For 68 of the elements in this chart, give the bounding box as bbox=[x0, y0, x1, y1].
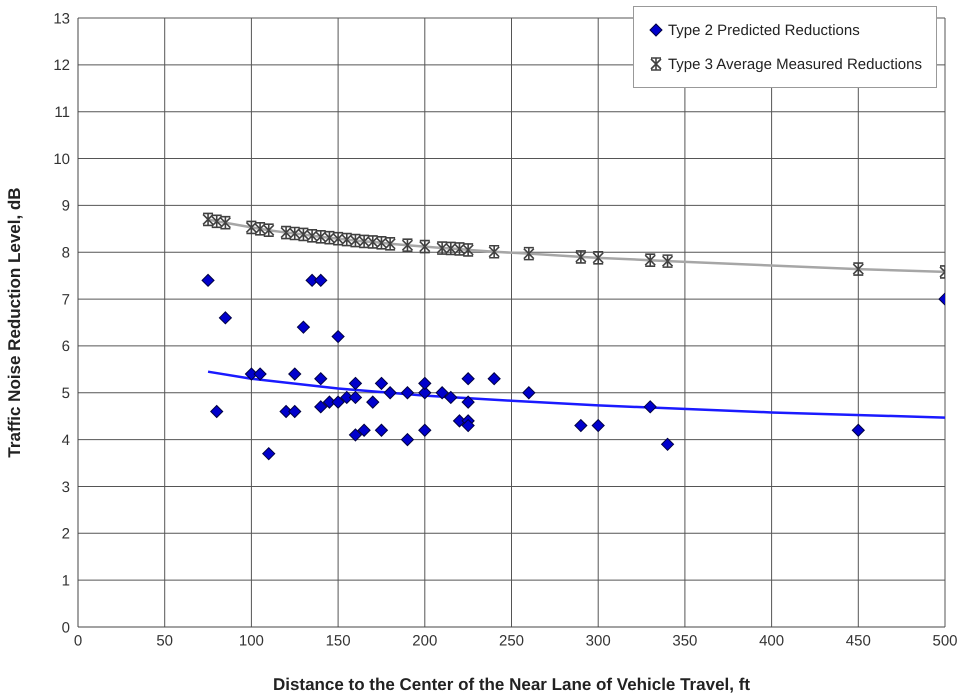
y-tick-label: 0 bbox=[62, 619, 70, 636]
y-tick-label: 9 bbox=[62, 198, 70, 215]
point bbox=[644, 400, 657, 414]
x-tick-label: 150 bbox=[326, 632, 351, 650]
x-tick-label: 300 bbox=[586, 632, 611, 650]
y-tick-label: 5 bbox=[62, 385, 70, 402]
point bbox=[366, 396, 380, 409]
point bbox=[444, 390, 458, 404]
point bbox=[522, 386, 536, 400]
point bbox=[332, 330, 345, 344]
y-tick-label: 10 bbox=[53, 150, 70, 168]
point bbox=[218, 311, 232, 324]
x-tick-label: 500 bbox=[932, 632, 958, 650]
point bbox=[348, 376, 362, 390]
y-tick-label: 2 bbox=[62, 526, 70, 543]
point bbox=[202, 274, 215, 287]
point bbox=[418, 424, 432, 437]
x-tick-label: 0 bbox=[74, 632, 82, 650]
y-tick-label: 4 bbox=[62, 432, 70, 449]
point bbox=[262, 447, 276, 460]
point bbox=[314, 274, 328, 287]
legend-label: Type 3 Average Measured Reductions bbox=[668, 56, 922, 72]
x-axis-title: Distance to the Center of the Near Lane of Vehicle Travel, ft bbox=[272, 675, 750, 694]
point bbox=[462, 396, 475, 409]
point bbox=[210, 405, 224, 418]
point bbox=[488, 372, 501, 386]
point bbox=[348, 390, 362, 404]
point bbox=[661, 438, 674, 451]
x-tick-label: 50 bbox=[156, 632, 174, 650]
point bbox=[314, 372, 328, 386]
point bbox=[418, 376, 432, 390]
point bbox=[314, 400, 328, 414]
x-tick-label: 250 bbox=[498, 632, 524, 650]
point bbox=[332, 396, 345, 409]
point bbox=[436, 386, 449, 400]
y-tick-label: 3 bbox=[62, 478, 70, 496]
point bbox=[400, 386, 414, 400]
y-tick-label: 12 bbox=[53, 57, 70, 74]
point bbox=[418, 386, 432, 400]
point bbox=[296, 320, 310, 334]
y-tick-label: 13 bbox=[53, 10, 70, 28]
x-tick-label: 450 bbox=[846, 632, 871, 650]
point bbox=[374, 424, 388, 437]
legend-label: Type 2 Predicted Reductions bbox=[668, 22, 860, 38]
point bbox=[400, 433, 414, 446]
point bbox=[384, 386, 397, 400]
x-tick-label: 200 bbox=[412, 632, 438, 650]
point bbox=[374, 376, 388, 390]
y-tick-label: 1 bbox=[62, 572, 70, 590]
point bbox=[288, 368, 302, 381]
x-tick-label: 100 bbox=[238, 632, 264, 650]
point bbox=[358, 424, 371, 437]
point bbox=[254, 368, 267, 381]
x-tick-label: 400 bbox=[759, 632, 784, 650]
point bbox=[348, 428, 362, 442]
y-tick-label: 11 bbox=[54, 104, 70, 122]
y-axis-title: Traffic Noise Reduction Level, dB bbox=[5, 187, 24, 458]
y-tick-label: 6 bbox=[62, 338, 70, 356]
point bbox=[852, 424, 865, 437]
point bbox=[288, 405, 302, 418]
point bbox=[462, 372, 475, 386]
x-tick-label: 350 bbox=[672, 632, 698, 650]
point bbox=[592, 419, 605, 432]
point bbox=[462, 419, 475, 432]
point bbox=[574, 419, 588, 432]
point bbox=[322, 396, 336, 409]
y-tick-label: 8 bbox=[62, 244, 70, 262]
y-tick-label: 7 bbox=[62, 291, 70, 308]
